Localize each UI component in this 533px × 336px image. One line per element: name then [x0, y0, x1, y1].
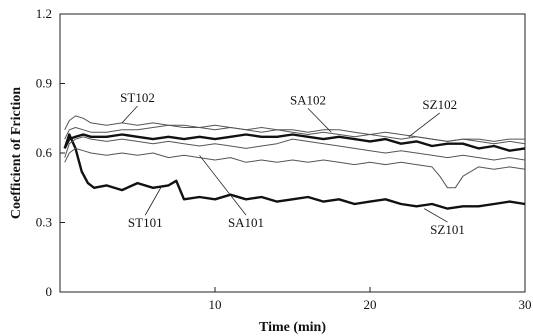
- annotation-leader: [144, 187, 162, 216]
- annotation-st102: ST102: [120, 90, 155, 105]
- annotation-sz101: SZ101: [430, 222, 465, 237]
- annotation-sa102: SA102: [290, 92, 326, 107]
- x-tick-label: 10: [209, 297, 222, 312]
- plot-frame: [59, 13, 526, 293]
- annotation-leader: [121, 105, 138, 124]
- series-lines: [63, 115, 526, 210]
- y-tick-label: 0.3: [36, 215, 52, 230]
- annotation-st101: ST101: [128, 215, 163, 230]
- y-axis-title: Coefficient of Friction: [9, 87, 24, 219]
- annotation-leader: [307, 108, 332, 133]
- annotation-sa101: SA101: [228, 215, 264, 230]
- annotations: ST102 SA102 SZ102 ST101 SA101 SZ101: [120, 90, 465, 237]
- series-line-sa102: [64, 136, 526, 161]
- y-tick-label: 0: [46, 284, 53, 299]
- y-tick-label: 1.2: [36, 6, 52, 21]
- series-line-sz102: [64, 124, 525, 142]
- x-axis-ticks: 10 20 30: [209, 287, 532, 312]
- annotation-leader: [408, 112, 440, 138]
- plot-border: [59, 13, 526, 293]
- x-tick-label: 20: [364, 297, 377, 312]
- series-line-sa101: [63, 133, 526, 152]
- x-axis-title: Time (min): [259, 320, 326, 335]
- y-tick-label: 0.9: [36, 76, 52, 91]
- y-tick-label: 0.6: [36, 145, 53, 160]
- x-tick-label: 30: [519, 297, 532, 312]
- annotation-sz102: SZ102: [422, 97, 457, 112]
- annotation-leader: [424, 208, 448, 223]
- annotation-leader: [199, 155, 247, 216]
- y-axis-ticks: 0 0.3 0.6 0.9 1.2: [36, 6, 65, 299]
- series-line-st101: [63, 133, 526, 210]
- series-line-sz101: [64, 147, 526, 189]
